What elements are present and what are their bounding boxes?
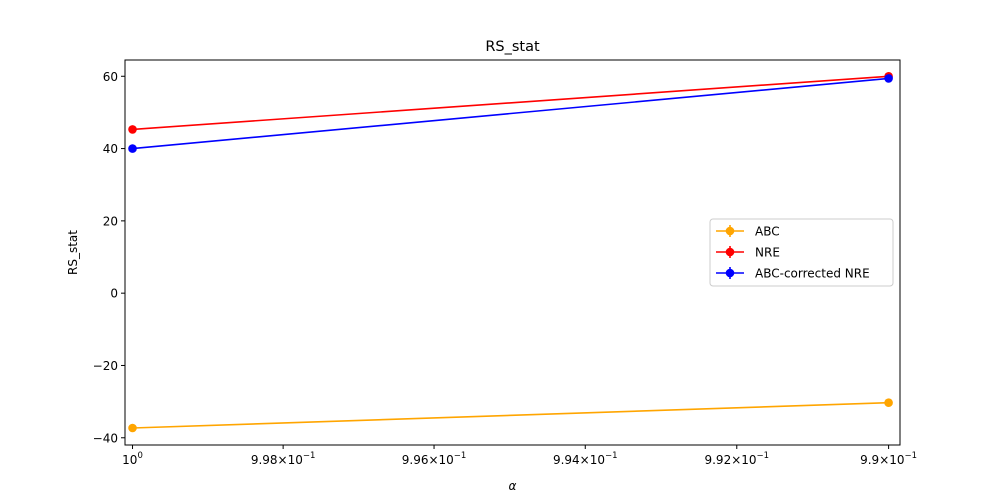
data-point-abc — [884, 398, 893, 408]
y-axis-label: RS_stat — [66, 230, 80, 275]
data-point-abc — [128, 423, 137, 433]
legend-label-abc-corrected-nre: ABC-corrected NRE — [755, 267, 870, 281]
legend-box — [709, 218, 894, 287]
y-axis-ticks: 60 40 20 0 −20 −40 — [93, 70, 125, 445]
y-tick-label: −20 — [93, 359, 118, 373]
x-tick-label: 100 — [122, 451, 143, 467]
plot-frame — [124, 59, 901, 446]
y-tick-label: 40 — [103, 142, 118, 156]
series-line-abc — [132, 401, 889, 429]
x-tick-label: 9.92×10−1 — [704, 451, 769, 467]
legend-marker-abc — [725, 226, 735, 236]
data-point-abc-corrected-nre — [128, 144, 137, 153]
data-point-nre — [128, 125, 137, 134]
x-axis-label: α — [509, 479, 517, 493]
legend-label-nre: NRE — [755, 246, 780, 260]
legend-marker-nre — [725, 247, 735, 257]
y-tick-label: 20 — [103, 214, 118, 228]
series-line-abc-corrected-nre — [132, 77, 889, 150]
series-line-nre — [132, 75, 889, 131]
legend-marker-abc-corrected-nre — [725, 268, 735, 278]
y-tick-label: 60 — [103, 70, 118, 84]
x-axis-ticks: 100 9.98×10−1 9.96×10−1 9.94×10−1 9.92×10−1 9… — [122, 445, 917, 467]
legend-label-abc: ABC — [755, 225, 780, 239]
y-tick-label: 0 — [110, 287, 118, 301]
legend: ABC NRE ABC-corrected NRE — [709, 218, 894, 287]
x-tick-label: 9.98×10−1 — [251, 451, 316, 467]
x-tick-label: 9.96×10−1 — [402, 451, 467, 467]
y-tick-label: −40 — [93, 431, 118, 445]
series-layer — [128, 71, 893, 433]
chart-title: RS_stat — [485, 39, 540, 55]
x-tick-label: 9.9×10−1 — [860, 451, 917, 467]
x-tick-label: 9.94×10−1 — [553, 451, 618, 467]
data-point-abc-corrected-nre — [884, 74, 893, 83]
